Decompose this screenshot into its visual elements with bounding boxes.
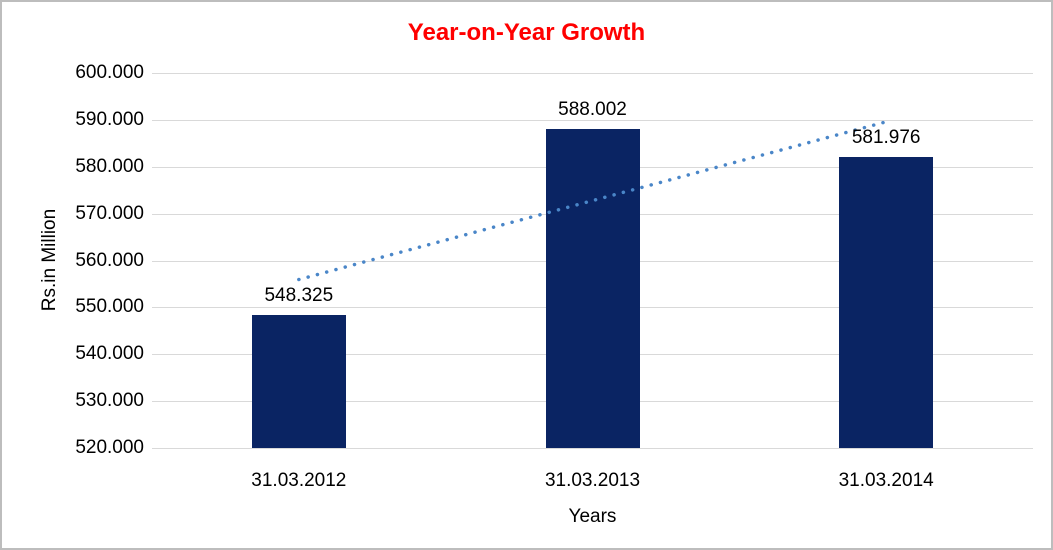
x-tick-label: 31.03.2013 — [544, 470, 641, 491]
y-tick-label: 540.000 — [75, 343, 144, 365]
y-tick-label: 560.000 — [75, 249, 144, 271]
y-tick-label: 580.000 — [75, 155, 144, 177]
y-tick-label: 520.000 — [75, 437, 144, 458]
x-tick-label: 31.03.2014 — [838, 470, 934, 491]
gridline — [152, 119, 1033, 121]
gridline — [152, 448, 1033, 449]
bar — [839, 157, 934, 448]
bar-value-label: 548.325 — [264, 285, 334, 307]
gridline — [152, 73, 1033, 74]
x-axis-title: Years — [568, 506, 617, 527]
bar-value-label: 581.976 — [851, 127, 921, 149]
trendline — [297, 120, 888, 282]
y-tick-label: 530.000 — [75, 390, 144, 412]
x-tick-label: 31.03.2012 — [251, 470, 347, 491]
y-tick-label: 600.000 — [75, 62, 144, 83]
y-tick-label: 590.000 — [75, 108, 144, 130]
y-tick-label: 570.000 — [75, 202, 144, 224]
bar — [545, 129, 640, 448]
bar — [251, 315, 346, 448]
bar-value-label: 588.002 — [558, 99, 627, 121]
y-tick-label: 550.000 — [75, 296, 144, 318]
chart-title: Year-on-Year Growth — [407, 19, 646, 46]
